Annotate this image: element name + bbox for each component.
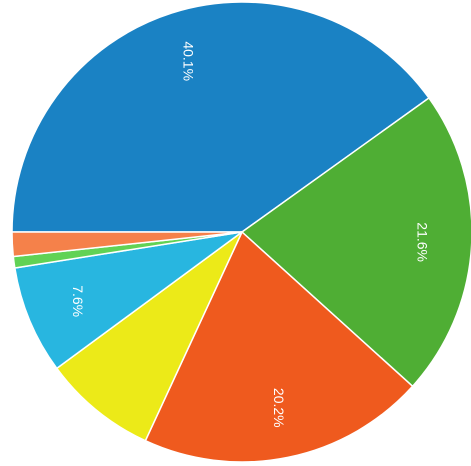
pie-slice-1 bbox=[240, 96, 471, 388]
pie-slice-3 bbox=[55, 231, 243, 442]
pie-slice-label-4: 7.6% bbox=[70, 285, 86, 317]
pie-slice-label-1: 21.6% bbox=[414, 222, 430, 262]
pie-slice-6 bbox=[11, 231, 243, 258]
pie-slice-4 bbox=[13, 231, 243, 370]
pie-slice-label-0: 40.1% bbox=[180, 41, 196, 81]
pie-slice-label-2: 20.2% bbox=[271, 388, 287, 428]
pie-slice-0 bbox=[11, 1, 430, 233]
pie-slice-2 bbox=[144, 230, 414, 463]
